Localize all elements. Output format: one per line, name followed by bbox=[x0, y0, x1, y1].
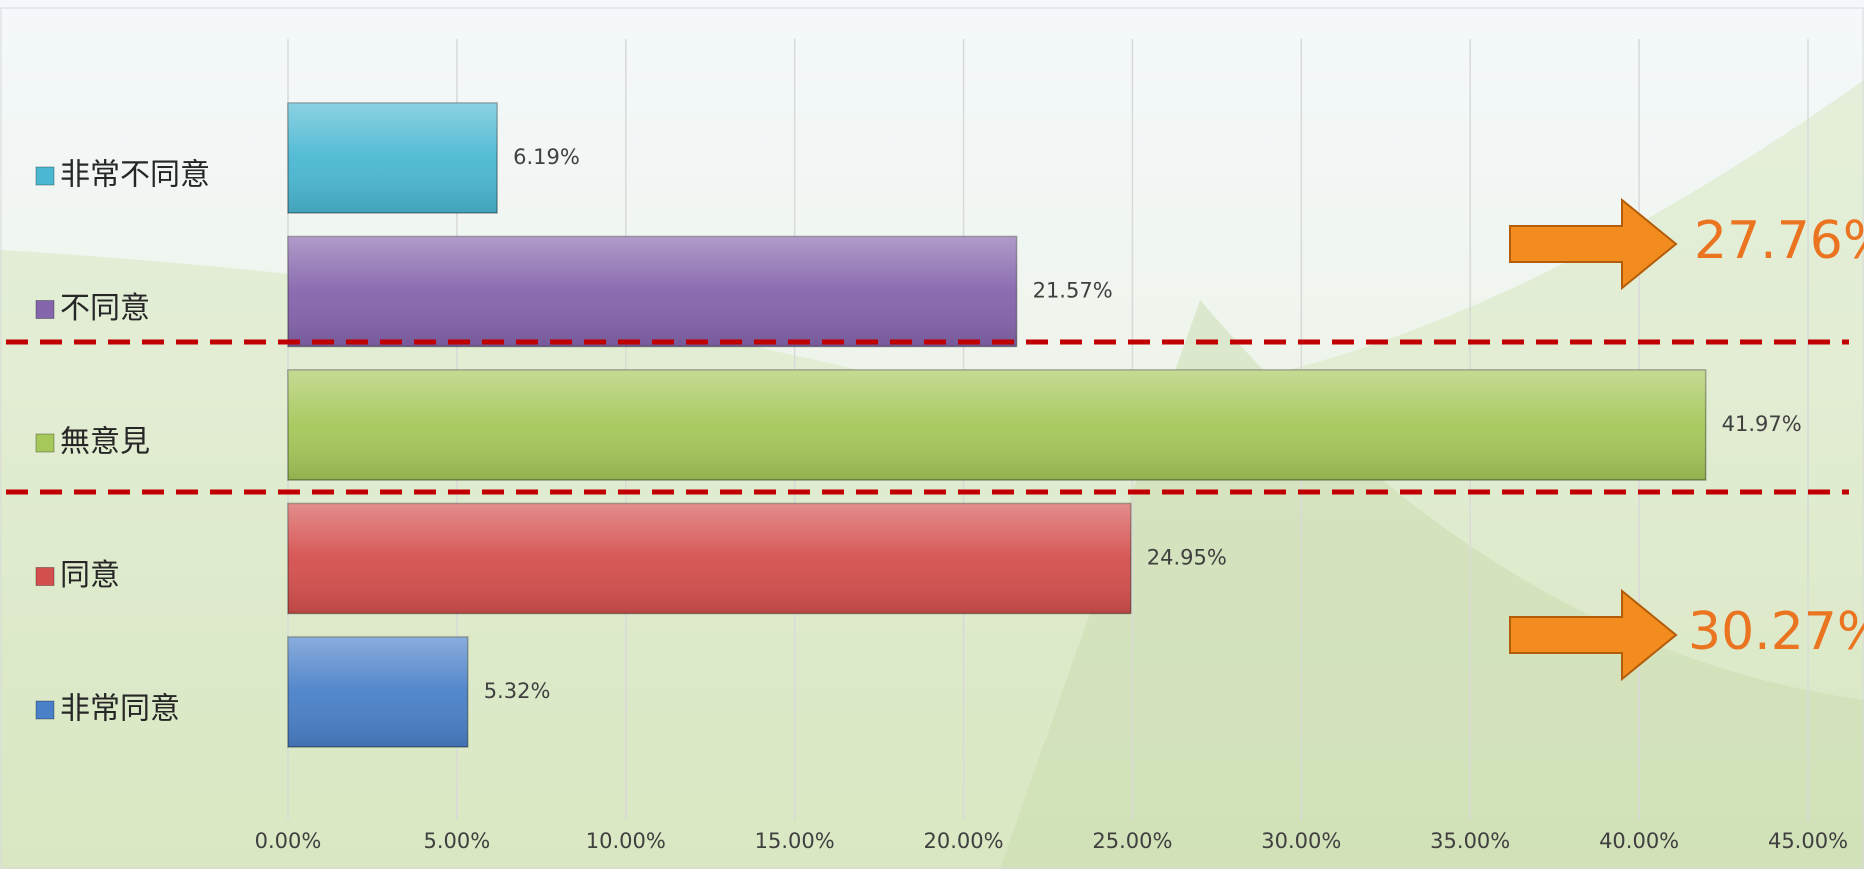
legend-swatch bbox=[36, 568, 54, 586]
bar-shine bbox=[288, 103, 497, 213]
bar-shine bbox=[288, 370, 1706, 480]
legend-swatch bbox=[36, 434, 54, 452]
legend-swatch bbox=[36, 167, 54, 185]
value-label: 24.95% bbox=[1147, 546, 1227, 570]
value-label: 41.97% bbox=[1722, 412, 1802, 436]
legend-label: 非常同意 bbox=[60, 692, 180, 727]
x-tick-label: 10.00% bbox=[586, 829, 666, 853]
annotation: 30.27% bbox=[1688, 602, 1864, 662]
legend-label: 非常不同意 bbox=[60, 158, 210, 193]
x-tick-label: 5.00% bbox=[424, 829, 491, 853]
x-tick-label: 45.00% bbox=[1768, 829, 1848, 853]
legend-label: 同意 bbox=[60, 558, 120, 593]
legend-swatch bbox=[36, 301, 54, 319]
x-tick-label: 30.00% bbox=[1261, 829, 1341, 853]
legend-label: 不同意 bbox=[60, 291, 150, 326]
value-label: 21.57% bbox=[1033, 279, 1113, 303]
bar-shine bbox=[288, 637, 468, 747]
bar-shine bbox=[288, 504, 1131, 614]
value-label: 5.32% bbox=[484, 679, 551, 703]
legend-swatch bbox=[36, 701, 54, 719]
x-tick-label: 15.00% bbox=[755, 829, 835, 853]
value-label: 6.19% bbox=[513, 145, 580, 169]
x-tick-label: 0.00% bbox=[255, 829, 322, 853]
annotation: 27.76% bbox=[1694, 211, 1864, 271]
x-tick-label: 35.00% bbox=[1430, 829, 1510, 853]
legend-label: 無意見 bbox=[60, 425, 150, 460]
x-tick-label: 25.00% bbox=[1092, 829, 1172, 853]
x-tick-label: 20.00% bbox=[924, 829, 1004, 853]
x-tick-label: 40.00% bbox=[1599, 829, 1679, 853]
bar-shine bbox=[288, 237, 1017, 347]
chart: 0.00% 5.00% 10.00% 15.00% 20.00% 25.00% 30.00%… bbox=[0, 0, 1864, 869]
